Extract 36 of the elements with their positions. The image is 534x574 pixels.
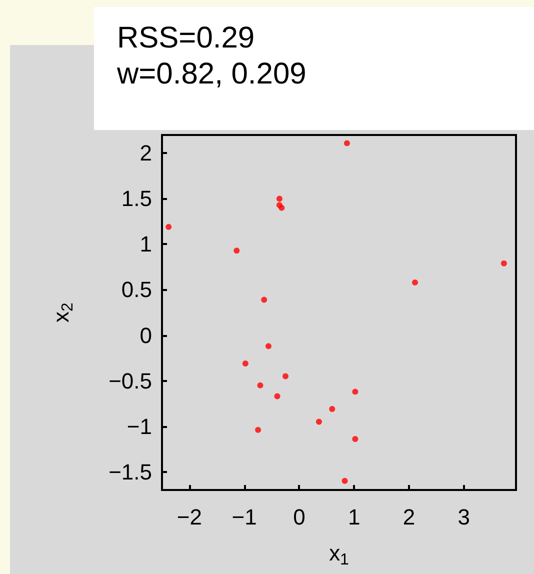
point	[329, 406, 336, 412]
point	[265, 343, 272, 350]
point	[278, 204, 285, 211]
y-tick-label: 1.5	[121, 186, 152, 212]
point	[261, 296, 268, 303]
y-tick-label: −1.5	[108, 459, 152, 484]
y-tick-label: −1	[126, 414, 152, 439]
x-tick-label: 2	[402, 504, 416, 530]
y-tick-label: 0.5	[121, 277, 152, 302]
point	[166, 224, 172, 230]
x-tick-label: 1	[348, 504, 360, 530]
point	[282, 373, 288, 380]
point	[500, 260, 507, 266]
point	[342, 478, 348, 484]
x-tick-label: −2	[176, 504, 202, 530]
y-axis-title: x2	[48, 302, 76, 322]
point	[276, 196, 282, 202]
point	[234, 248, 240, 254]
y-tick-label: 1	[140, 232, 152, 257]
point	[352, 388, 358, 395]
point	[257, 382, 264, 388]
x-tick-label: −1	[232, 504, 257, 530]
x-tick-label: 3	[458, 504, 470, 530]
point	[274, 393, 280, 400]
point	[412, 279, 418, 286]
chart-subtitle: w=0.82, 0.209	[116, 58, 306, 90]
y-tick-label: 2	[140, 140, 152, 166]
point	[352, 436, 358, 442]
point	[344, 140, 350, 146]
x-tick-label: 0	[293, 504, 306, 530]
y-tick-label: −0.5	[108, 368, 152, 394]
point	[316, 418, 322, 425]
chart-title: RSS=0.29	[117, 22, 255, 54]
point	[255, 426, 262, 433]
y-tick-label: 0	[140, 322, 152, 348]
point	[242, 360, 248, 366]
